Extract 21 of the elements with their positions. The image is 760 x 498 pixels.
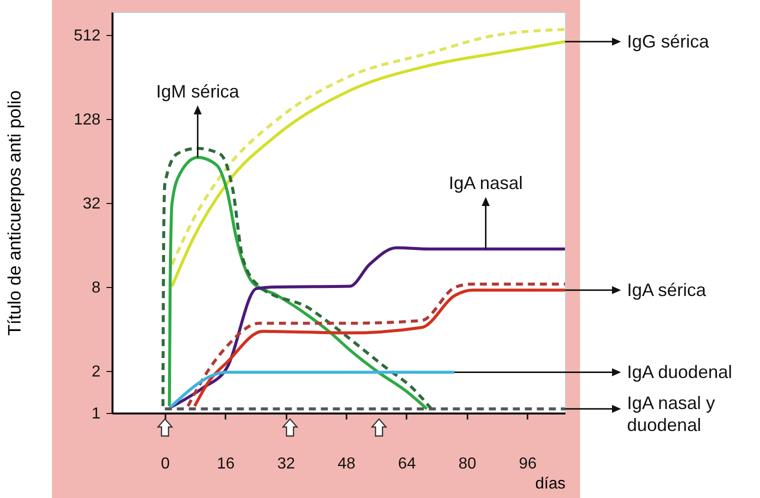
annotation: IgA duodenal (627, 362, 732, 382)
annotation: IgA nasal y duodenal (627, 392, 716, 435)
x-tick-label: 0 (160, 456, 170, 472)
x-tick-label: 96 (518, 456, 537, 472)
y-tick-label: 8 (92, 280, 101, 297)
y-axis-title: Título de anticuerpos anti polio (4, 90, 24, 336)
x-tick-label: 64 (398, 456, 416, 472)
annotation: IgA sérica (627, 280, 708, 300)
x-axis-title: días (535, 476, 566, 492)
x-tick-label: 16 (216, 456, 235, 472)
annotation: IgA nasal (448, 172, 523, 193)
y-tick-label: 512 (74, 28, 101, 45)
x-tick-label: 32 (277, 456, 296, 472)
annotation: IgM sérica (156, 81, 240, 102)
y-tick-label: 2 (92, 364, 101, 381)
y-tick-label: 32 (82, 196, 101, 213)
y-tick-label: 1 (92, 406, 101, 422)
x-tick-label: 80 (458, 456, 476, 472)
x-tick-label: 48 (338, 456, 356, 472)
annotation: IgG sérica (627, 32, 710, 52)
y-tick-label: 128 (74, 112, 101, 129)
